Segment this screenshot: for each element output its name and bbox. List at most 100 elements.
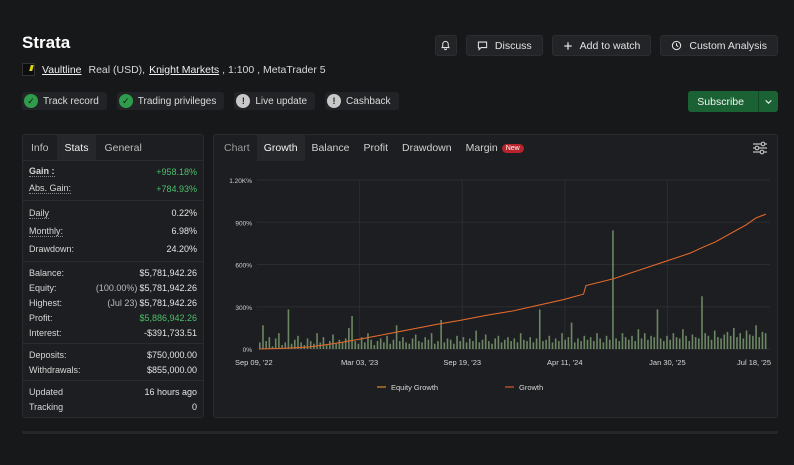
profit-bar: [650, 335, 652, 349]
profit-bar: [405, 342, 407, 349]
exclamation-icon: !: [327, 94, 342, 108]
profit-bar: [666, 335, 668, 349]
stat-interest: Interest: -$391,733.51: [23, 325, 203, 340]
profit-bar: [421, 342, 423, 349]
badge-cashback[interactable]: ! Cashback: [325, 92, 399, 110]
profit-bar: [538, 309, 541, 349]
profit-bar: [748, 334, 751, 349]
profit-bar: [545, 339, 547, 349]
stat-drawdown: Drawdown: 24.20%: [23, 240, 203, 258]
profit-bar: [472, 341, 474, 349]
profit-bar: [316, 333, 318, 349]
profit-bar: [758, 337, 761, 349]
custom-analysis-button[interactable]: Custom Analysis: [660, 35, 778, 56]
profit-bar: [637, 329, 640, 349]
profit-bar: [271, 346, 274, 349]
profit-bar: [373, 345, 376, 349]
y-tick-label: 300%: [235, 305, 252, 312]
notification-button[interactable]: [434, 35, 457, 56]
tab-profit[interactable]: Profit: [363, 142, 388, 154]
profit-bar: [675, 337, 678, 349]
subscribe-button[interactable]: Subscribe: [688, 91, 758, 112]
profit-bar: [491, 343, 493, 349]
tab-general[interactable]: General: [104, 141, 142, 154]
profit-bar: [742, 338, 745, 349]
profit-bar: [564, 339, 566, 349]
stat-updated: Updated 16 hours ago: [23, 384, 203, 399]
badge-trading-privileges[interactable]: ✓ Trading privileges: [116, 92, 225, 110]
profit-bar: [465, 342, 468, 349]
profit-bar: [542, 341, 544, 349]
chart-legend: Equity Growth Growth: [377, 383, 543, 392]
tab-chart[interactable]: Chart: [224, 142, 250, 154]
chart-tabs: Chart Growth Balance Profit Drawdown Mar…: [214, 135, 777, 161]
stat-value: $750,000.00: [146, 349, 197, 360]
check-icon: ✓: [118, 94, 133, 108]
profit-bar: [551, 342, 554, 349]
stats-panel: Info Stats General Gain : +958.18% Abs. …: [22, 134, 204, 418]
profit-bar: [621, 333, 624, 349]
profit-bar: [704, 333, 706, 349]
profit-bar: [265, 341, 267, 349]
stat-value: $5,886,942.26: [139, 312, 197, 323]
profit-bar: [287, 309, 290, 349]
stat-value: 6.98%: [171, 226, 197, 236]
stat-value: 24.20%: [166, 244, 197, 254]
profit-bar: [698, 338, 700, 349]
y-tick-label: 900%: [235, 220, 252, 227]
profit-bar: [624, 337, 627, 349]
add-to-watch-button[interactable]: Add to watch: [551, 35, 652, 56]
growth-chart[interactable]: 0% 300% 600% 900% 1.20K% Sep 09, '22 Mar 03, …: [214, 163, 779, 419]
tab-balance[interactable]: Balance: [311, 142, 350, 154]
bottom-divider: [22, 431, 778, 434]
tab-drawdown[interactable]: Drawdown: [402, 142, 452, 154]
stat-equity: Equity: (100.00%) $5,781,942.26: [23, 280, 203, 295]
profit-bar: [567, 337, 570, 349]
profit-bar: [745, 330, 748, 349]
stat-value: $855,000.00: [146, 364, 197, 375]
profit-bar: [354, 341, 357, 349]
profit-bar: [484, 334, 487, 349]
profit-bar: [395, 325, 398, 349]
badge-live-update[interactable]: ! Live update: [234, 92, 316, 110]
discuss-label: Discuss: [494, 39, 532, 52]
profit-bar: [281, 345, 283, 349]
profit-bar: [548, 335, 551, 349]
divider: [23, 380, 203, 381]
chart-settings-button[interactable]: [752, 141, 768, 160]
page-title: Strata: [22, 33, 71, 52]
stat-value: -$391,733.51: [143, 327, 197, 338]
profit-bar: [615, 338, 617, 349]
profit-bar: [503, 339, 506, 349]
stat-label: Monthly:: [29, 225, 64, 237]
profit-bar: [497, 335, 500, 349]
new-badge: New: [501, 143, 524, 153]
tab-info[interactable]: Info: [31, 141, 49, 154]
profit-bar: [720, 338, 722, 349]
x-tick-label: Sep 19, '23: [443, 358, 481, 367]
legend-equity-label: Equity Growth: [391, 383, 438, 392]
tab-growth[interactable]: Growth: [256, 135, 305, 161]
profit-bar: [764, 333, 767, 349]
discuss-button[interactable]: Discuss: [465, 35, 543, 56]
profit-bar: [523, 339, 525, 349]
profit-bar: [475, 330, 477, 349]
profit-bar: [755, 325, 757, 349]
profit-bar: [322, 337, 325, 349]
chevron-down-icon: [765, 99, 772, 104]
profit-bar: [348, 327, 350, 349]
profit-bar: [526, 341, 528, 349]
tab-stats[interactable]: Stats: [56, 135, 97, 160]
profit-bar: [583, 335, 586, 349]
broker-link[interactable]: Knight Markets: [149, 63, 220, 76]
badge-track-record[interactable]: ✓ Track record: [22, 92, 107, 110]
profit-bar: [593, 341, 595, 349]
stat-label: Tracking: [29, 401, 64, 412]
subscribe-dropdown-button[interactable]: [758, 91, 778, 112]
tab-margin[interactable]: Margin New: [459, 135, 531, 161]
account-name-link[interactable]: Vaultline: [42, 63, 82, 76]
profit-bar: [516, 342, 519, 349]
profit-bar: [573, 342, 576, 349]
stat-label: Profit:: [29, 312, 53, 323]
profit-bar: [370, 339, 372, 349]
